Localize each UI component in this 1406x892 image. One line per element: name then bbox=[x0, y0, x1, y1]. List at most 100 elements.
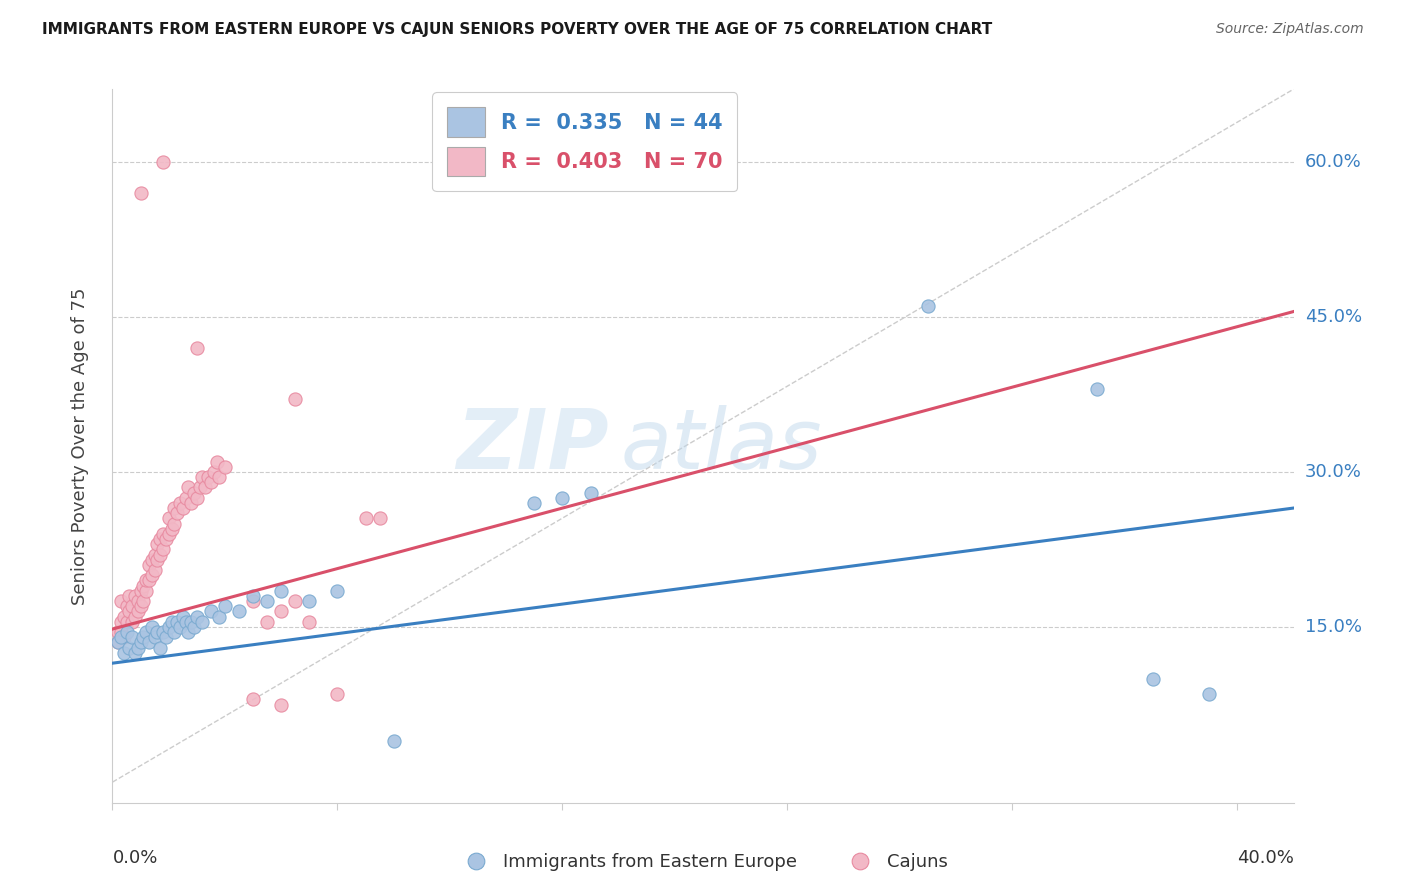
Point bbox=[107, 635, 129, 649]
Point bbox=[124, 589, 146, 603]
Point bbox=[228, 605, 250, 619]
Point bbox=[127, 594, 149, 608]
Text: 45.0%: 45.0% bbox=[1305, 308, 1362, 326]
Point bbox=[155, 532, 177, 546]
Point bbox=[180, 496, 202, 510]
Point bbox=[152, 625, 174, 640]
Point bbox=[205, 454, 228, 468]
Point bbox=[163, 625, 186, 640]
Point bbox=[197, 470, 219, 484]
Point bbox=[152, 154, 174, 169]
Point bbox=[183, 485, 205, 500]
Text: atlas: atlas bbox=[620, 406, 823, 486]
Point bbox=[107, 625, 129, 640]
Point bbox=[115, 625, 138, 640]
Point bbox=[143, 630, 166, 644]
Point bbox=[121, 615, 143, 629]
Point bbox=[146, 537, 169, 551]
Point bbox=[242, 692, 264, 706]
Point bbox=[270, 605, 292, 619]
Point bbox=[256, 615, 278, 629]
Point bbox=[172, 501, 194, 516]
Point bbox=[157, 527, 180, 541]
Point bbox=[110, 625, 132, 640]
Point bbox=[169, 496, 191, 510]
Point bbox=[135, 625, 157, 640]
Point bbox=[1085, 382, 1108, 396]
Point bbox=[152, 542, 174, 557]
Point bbox=[132, 594, 155, 608]
Point bbox=[163, 501, 186, 516]
Point bbox=[256, 594, 278, 608]
Point bbox=[270, 698, 292, 712]
Point bbox=[129, 583, 152, 598]
Point bbox=[129, 635, 152, 649]
Point bbox=[917, 299, 939, 313]
Point bbox=[194, 480, 217, 494]
Y-axis label: Seniors Poverty Over the Age of 75: Seniors Poverty Over the Age of 75 bbox=[70, 287, 89, 605]
Point bbox=[166, 506, 188, 520]
Point bbox=[177, 480, 200, 494]
Point bbox=[284, 594, 307, 608]
Point bbox=[298, 594, 321, 608]
Point bbox=[132, 630, 155, 644]
Point bbox=[242, 594, 264, 608]
Text: 0.0%: 0.0% bbox=[112, 849, 157, 867]
Point bbox=[214, 459, 236, 474]
Point bbox=[107, 635, 129, 649]
Point bbox=[191, 470, 214, 484]
Point bbox=[186, 341, 208, 355]
Point bbox=[143, 563, 166, 577]
Point bbox=[191, 615, 214, 629]
Point bbox=[132, 579, 155, 593]
Text: 15.0%: 15.0% bbox=[1305, 618, 1361, 636]
Point bbox=[110, 615, 132, 629]
Point bbox=[326, 687, 349, 701]
Point bbox=[141, 620, 163, 634]
Point bbox=[121, 599, 143, 614]
Point bbox=[112, 609, 135, 624]
Point bbox=[177, 625, 200, 640]
Point bbox=[382, 733, 405, 747]
Text: 40.0%: 40.0% bbox=[1237, 849, 1294, 867]
Point bbox=[127, 640, 149, 655]
Point bbox=[284, 392, 307, 407]
Point bbox=[152, 527, 174, 541]
Point bbox=[1142, 672, 1164, 686]
Point bbox=[118, 589, 141, 603]
Point bbox=[188, 480, 211, 494]
Point bbox=[551, 491, 574, 505]
Point bbox=[186, 609, 208, 624]
Point bbox=[157, 620, 180, 634]
Point bbox=[214, 599, 236, 614]
Legend: R =  0.335   N = 44, R =  0.403   N = 70: R = 0.335 N = 44, R = 0.403 N = 70 bbox=[433, 93, 737, 191]
Point bbox=[138, 635, 160, 649]
Point bbox=[149, 532, 172, 546]
Point bbox=[149, 640, 172, 655]
Point bbox=[135, 574, 157, 588]
Point bbox=[160, 615, 183, 629]
Point bbox=[157, 511, 180, 525]
Point bbox=[127, 605, 149, 619]
Text: IMMIGRANTS FROM EASTERN EUROPE VS CAJUN SENIORS POVERTY OVER THE AGE OF 75 CORRE: IMMIGRANTS FROM EASTERN EUROPE VS CAJUN … bbox=[42, 22, 993, 37]
Point bbox=[298, 615, 321, 629]
Point bbox=[155, 630, 177, 644]
Point bbox=[138, 574, 160, 588]
Point bbox=[141, 553, 163, 567]
Text: 60.0%: 60.0% bbox=[1305, 153, 1361, 170]
Point bbox=[135, 583, 157, 598]
Point bbox=[129, 186, 152, 200]
Point bbox=[200, 605, 222, 619]
Point bbox=[115, 599, 138, 614]
Text: 30.0%: 30.0% bbox=[1305, 463, 1361, 481]
Point bbox=[149, 548, 172, 562]
Point bbox=[242, 589, 264, 603]
Point bbox=[208, 609, 231, 624]
Point bbox=[174, 615, 197, 629]
Point bbox=[110, 630, 132, 644]
Point bbox=[118, 640, 141, 655]
Point bbox=[112, 646, 135, 660]
Legend: Immigrants from Eastern Europe, Cajuns: Immigrants from Eastern Europe, Cajuns bbox=[451, 847, 955, 879]
Point bbox=[124, 609, 146, 624]
Point bbox=[124, 646, 146, 660]
